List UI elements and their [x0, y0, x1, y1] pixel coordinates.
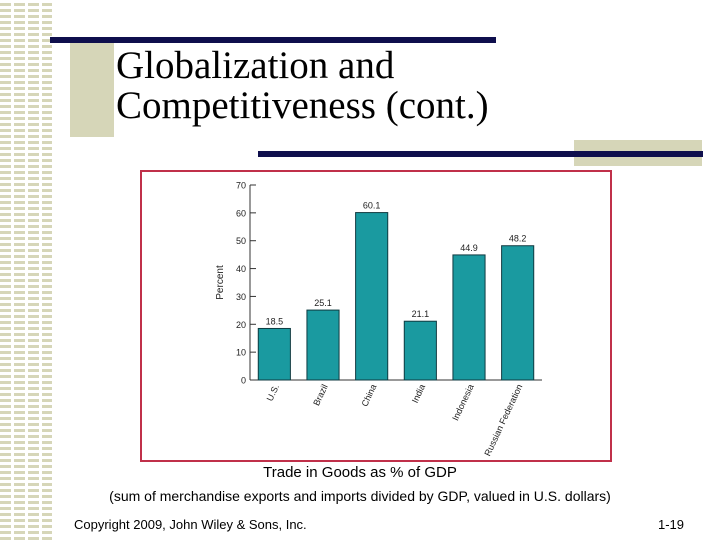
- x-tick-label: China: [359, 383, 378, 409]
- x-tick-label: U.S.: [265, 383, 281, 403]
- decorative-box-top-left: [70, 37, 114, 137]
- bar: [355, 212, 389, 381]
- x-tick-label: India: [410, 383, 427, 405]
- decorative-stripe-panel: [0, 0, 52, 540]
- bar: [452, 254, 486, 381]
- bar: [257, 327, 291, 381]
- y-tick-label: 0: [241, 376, 246, 386]
- x-tick-label: Brazil: [311, 383, 330, 408]
- title-bottom-rule: [258, 151, 703, 157]
- bar-value-label: 21.1: [412, 309, 430, 319]
- y-tick-label: 60: [236, 208, 246, 218]
- y-tick-label: 20: [236, 320, 246, 330]
- y-tick-label: 50: [236, 236, 246, 246]
- chart-caption-title: Trade in Goods as % of GDP: [263, 464, 457, 481]
- x-tick-label: Indonesia: [450, 383, 476, 423]
- bar-value-label: 25.1: [314, 298, 332, 308]
- chart-caption-subtitle: (sum of merchandise exports and imports …: [109, 488, 611, 504]
- y-tick-label: 70: [236, 181, 246, 191]
- bar: [501, 245, 535, 381]
- bar-value-label: 18.5: [266, 316, 284, 326]
- bar-chart: 0 10 20 30 40 50 60 70 Percent 18.5 U.S. 25.1 Brazil…: [215, 181, 542, 458]
- y-tick-label: 40: [236, 264, 246, 274]
- y-tick-label: 10: [236, 348, 246, 358]
- bar: [403, 320, 437, 381]
- y-tick-label: 30: [236, 292, 246, 302]
- bar: [306, 309, 340, 381]
- slide-title: Globalization and Competitiveness (cont.…: [116, 46, 489, 126]
- bar-value-label: 60.1: [363, 201, 381, 211]
- title-top-rule: [50, 37, 496, 43]
- title-line-2: Competitiveness (cont.): [116, 84, 489, 127]
- x-tick-label: Russian Federation: [482, 383, 524, 458]
- page-number: 1-19: [657, 517, 684, 532]
- bar-value-label: 48.2: [509, 234, 527, 244]
- copyright-text: Copyright 2009, John Wiley & Sons, Inc.: [74, 517, 307, 532]
- y-axis-label: Percent: [215, 265, 226, 300]
- bar-value-label: 44.9: [460, 243, 478, 253]
- title-line-1: Globalization and: [116, 44, 395, 87]
- chart-frame: 0 10 20 30 40 50 60 70 Percent 18.5 U.S. 25.1 Brazil…: [140, 170, 612, 462]
